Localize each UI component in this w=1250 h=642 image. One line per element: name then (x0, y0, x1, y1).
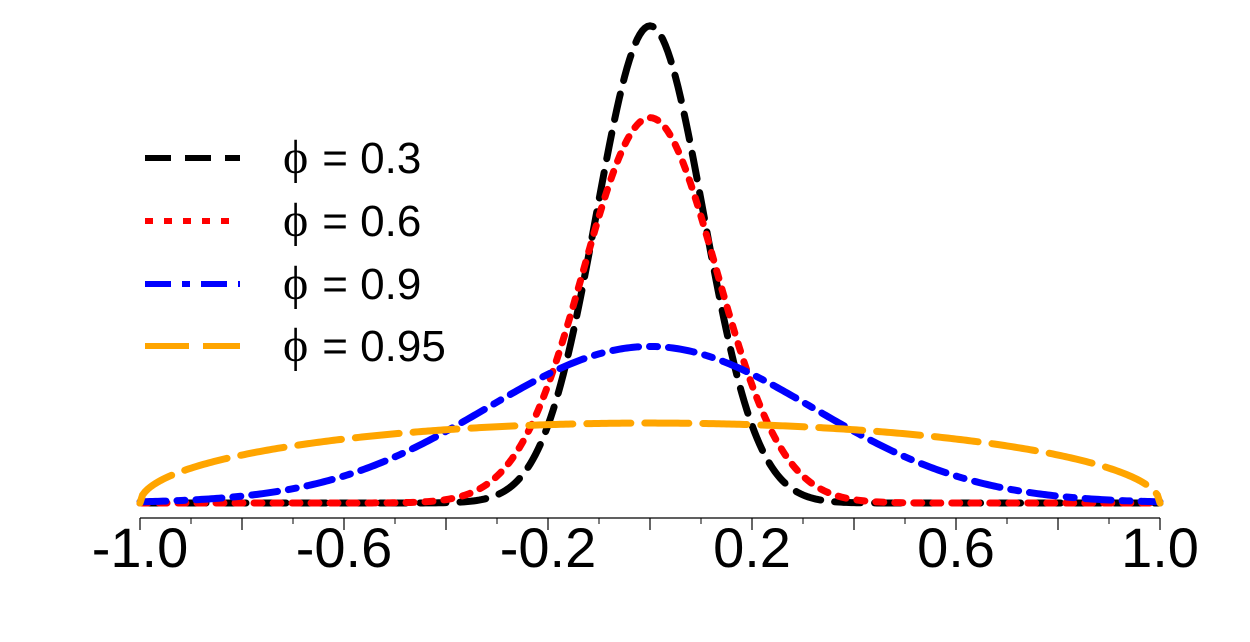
legend-phi-symbol: ϕ (283, 257, 308, 310)
legend-phi-symbol: ϕ (283, 194, 308, 247)
x-axis: -1.0 -0.6 -0.2 0.2 0.6 1.0 (92, 516, 1199, 579)
x-tick-label: -1.0 (92, 516, 189, 579)
x-tick-label: -0.2 (500, 516, 597, 579)
x-axis-ticks (139, 518, 1161, 530)
legend-label-0: ϕ = 0.3 (283, 131, 421, 184)
legend-value: = 0.6 (322, 197, 421, 246)
legend-value: = 0.9 (322, 260, 421, 309)
legend-phi-symbol: ϕ (283, 131, 308, 184)
x-tick-label: 0.6 (917, 516, 995, 579)
series-curves (136, 22, 1164, 507)
series-line-1 (136, 114, 1164, 507)
legend-phi-symbol: ϕ (283, 319, 308, 372)
legend: ϕ = 0.3 ϕ = 0.6 ϕ = 0.9 ϕ = 0.95 (145, 131, 446, 372)
x-tick-label: -0.6 (296, 516, 393, 579)
x-axis-tick-labels: -1.0 -0.6 -0.2 0.2 0.6 1.0 (92, 516, 1199, 579)
legend-label-3: ϕ = 0.95 (283, 319, 446, 372)
x-tick-label: 0.2 (713, 516, 791, 579)
legend-value: = 0.95 (322, 322, 446, 371)
legend-label-1: ϕ = 0.6 (283, 194, 421, 247)
x-tick-label: 1.0 (1121, 516, 1199, 579)
series-line-3 (136, 419, 1164, 507)
legend-value: = 0.3 (322, 134, 421, 183)
legend-label-2: ϕ = 0.9 (283, 257, 421, 310)
series-line-2 (136, 342, 1164, 506)
